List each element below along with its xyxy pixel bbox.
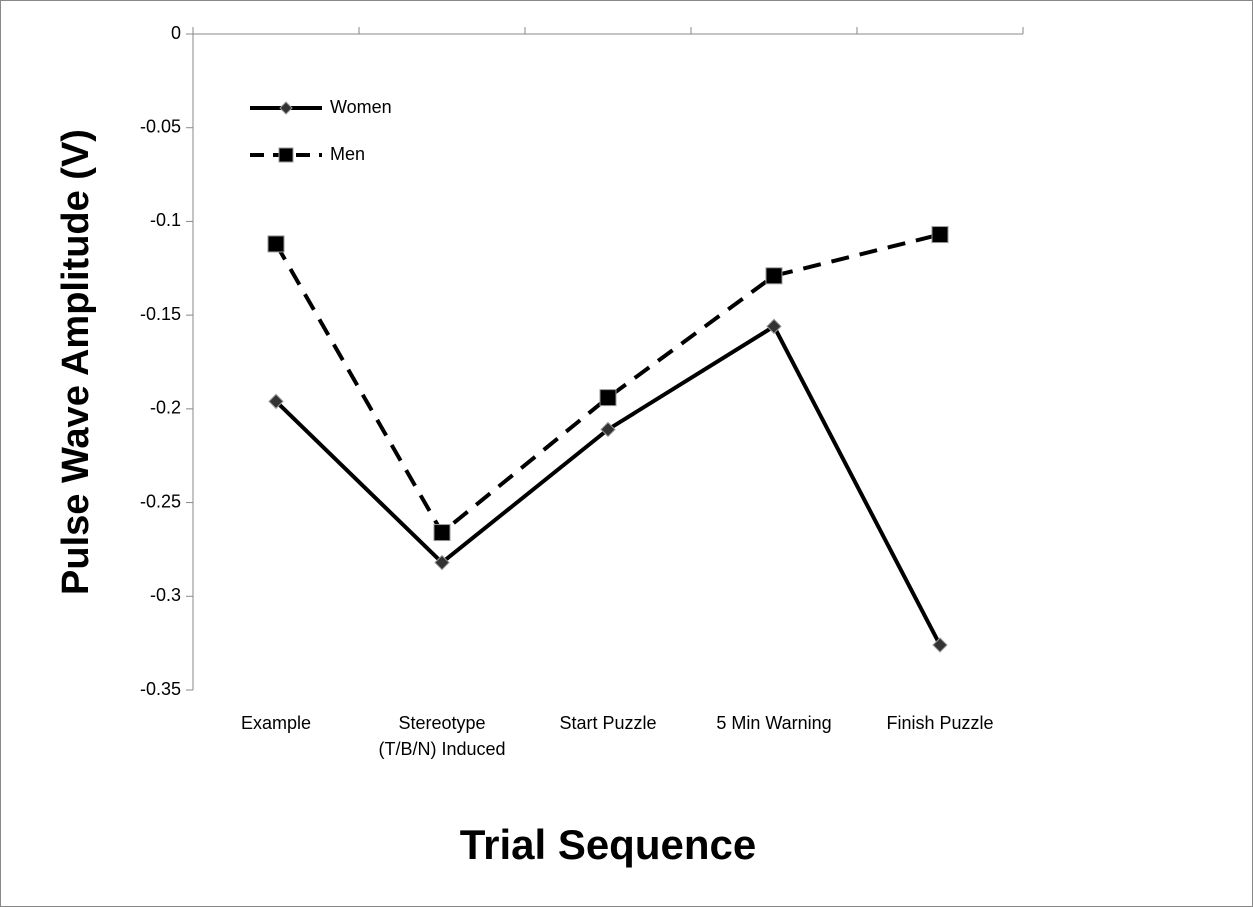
x-axis-title: Trial Sequence bbox=[460, 821, 756, 868]
y-tick-label: -0.25 bbox=[140, 491, 181, 511]
marker bbox=[267, 235, 285, 253]
y-tick-label: -0.1 bbox=[150, 210, 181, 230]
marker bbox=[268, 393, 284, 410]
series-line bbox=[274, 323, 942, 646]
marker bbox=[599, 389, 617, 407]
series-line bbox=[274, 232, 941, 536]
marker bbox=[600, 421, 616, 438]
marker bbox=[434, 554, 450, 571]
marker bbox=[932, 637, 948, 653]
y-tick-label: -0.35 bbox=[140, 679, 181, 699]
x-tick-label: 5 Min Warning bbox=[716, 713, 832, 733]
y-tick-label: -0.3 bbox=[150, 585, 181, 605]
y-axis-title: Pulse Wave Amplitude (V) bbox=[55, 129, 97, 595]
marker bbox=[765, 267, 783, 285]
marker bbox=[766, 318, 782, 335]
x-tick-label: Stereotype (T/B/N) Induced bbox=[378, 713, 506, 759]
y-tick-label: -0.15 bbox=[140, 304, 181, 324]
legend-label: Men bbox=[330, 144, 365, 164]
marker bbox=[931, 226, 949, 244]
x-tick-label: Example bbox=[240, 713, 312, 733]
x-tick-label: Finish Puzzle bbox=[886, 713, 994, 733]
marker bbox=[433, 524, 451, 542]
legend-marker bbox=[278, 147, 294, 163]
y-tick-label: -0.05 bbox=[140, 116, 181, 136]
legend-label: Women bbox=[330, 97, 392, 117]
y-tick-label: -0.2 bbox=[150, 398, 181, 418]
legend-marker bbox=[279, 101, 293, 115]
x-tick-label: Start Puzzle bbox=[559, 713, 657, 733]
y-tick-label: 0 bbox=[171, 23, 181, 43]
